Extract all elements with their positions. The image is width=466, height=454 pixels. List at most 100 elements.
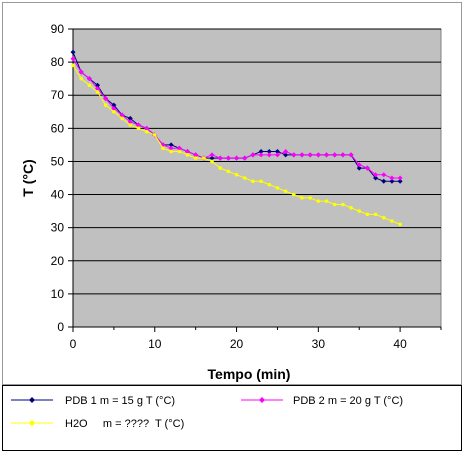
data-point-2-25 — [274, 152, 280, 158]
data-point-2-14 — [184, 149, 190, 155]
legend-label-1: PDB 1 m = 15 g T (°C) — [65, 395, 175, 407]
data-point-3-7 — [128, 123, 133, 127]
data-point-3-35 — [357, 209, 362, 213]
data-point-2-28 — [299, 152, 305, 158]
data-point-3-40 — [398, 222, 402, 227]
data-point-3-37 — [373, 212, 378, 217]
data-point-2-23 — [258, 152, 264, 158]
y-tick-label-70: 70 — [51, 88, 65, 102]
data-point-2-31 — [324, 152, 330, 158]
data-point-3-28 — [300, 196, 304, 200]
data-point-3-17 — [210, 159, 214, 164]
data-point-1-17 — [209, 155, 215, 161]
data-point-2-9 — [144, 125, 150, 131]
data-point-3-16 — [202, 156, 206, 160]
data-point-2-33 — [340, 152, 346, 158]
data-point-3-26 — [283, 189, 288, 194]
data-point-2-13 — [176, 145, 182, 151]
series-2 — [70, 56, 403, 181]
data-point-2-38 — [381, 172, 387, 178]
data-point-2-19 — [225, 155, 231, 161]
data-point-3-24 — [267, 182, 272, 187]
data-point-3-15 — [193, 156, 198, 160]
data-point-3-31 — [324, 199, 329, 203]
data-point-3-5 — [112, 109, 116, 114]
legend-marker-2 — [259, 397, 265, 403]
data-point-1-26 — [283, 152, 289, 158]
data-point-2-8 — [135, 122, 141, 128]
data-point-3-8 — [136, 126, 141, 131]
data-point-1-35 — [356, 165, 362, 171]
data-point-2-7 — [127, 119, 133, 125]
data-point-3-29 — [308, 196, 312, 200]
data-point-1-0 — [70, 49, 76, 55]
data-point-3-30 — [316, 199, 321, 203]
data-point-3-33 — [341, 202, 345, 207]
legend-entry-1: PDB 1 m = 15 g T (°C) — [11, 395, 175, 407]
data-point-2-26 — [283, 149, 289, 155]
data-point-2-22 — [250, 152, 256, 158]
series-3 — [71, 63, 402, 227]
y-tick-label-20: 20 — [51, 254, 65, 268]
data-point-3-27 — [292, 192, 296, 197]
data-point-3-9 — [144, 129, 149, 134]
data-point-2-32 — [332, 152, 338, 158]
data-point-3-19 — [226, 169, 231, 174]
data-point-2-1 — [78, 69, 84, 75]
y-tick-label-40: 40 — [51, 188, 65, 202]
y-tick-label-80: 80 — [51, 55, 65, 69]
y-tick-label-60: 60 — [51, 121, 65, 135]
data-point-3-25 — [275, 186, 280, 190]
data-point-2-6 — [119, 112, 125, 118]
y-tick-label-90: 90 — [51, 22, 65, 36]
legend-marker-1 — [29, 397, 35, 403]
data-point-2-17 — [209, 152, 215, 158]
data-point-3-32 — [332, 202, 337, 207]
axes — [72, 29, 441, 328]
legend-marker-3 — [29, 420, 35, 426]
line-chart: 0 10 20 30 40 50 60 70 80 90 0 10 20 30 40 T (°C) Tem… — [20, 22, 442, 382]
legend-entry-3: H2O m = ???? T (°C) — [11, 418, 184, 430]
data-point-2-39 — [389, 175, 395, 181]
gridlines — [73, 28, 441, 295]
legend-entry-2: PDB 2 m = 20 g T (°C) — [241, 395, 403, 407]
chart-frame: 0 10 20 30 40 50 60 70 80 90 0 10 20 30 40 T (°C) Tem… — [2, 2, 462, 385]
data-point-3-10 — [152, 133, 157, 137]
data-point-1-25 — [274, 149, 280, 155]
x-tick-label-30: 30 — [312, 337, 326, 351]
data-point-3-2 — [87, 83, 92, 88]
y-tick-label-30: 30 — [51, 221, 65, 235]
data-point-2-5 — [111, 105, 117, 111]
data-point-2-27 — [291, 152, 297, 158]
data-point-3-20 — [234, 172, 239, 177]
legend-label-3: H2O m = ???? T (°C) — [65, 418, 184, 430]
data-point-2-37 — [373, 172, 379, 178]
legend-canvas: PDB 1 m = 15 g T (°C) PDB 2 m = 20 g T (… — [11, 395, 403, 430]
data-point-1-23 — [258, 149, 264, 155]
data-point-3-4 — [103, 103, 108, 107]
data-point-2-24 — [266, 152, 272, 158]
data-point-2-3 — [95, 86, 101, 92]
x-tick-label-0: 0 — [70, 337, 77, 351]
x-axis-title: Tempo (min) — [208, 366, 291, 382]
data-point-3-36 — [365, 212, 370, 217]
data-point-3-18 — [218, 166, 222, 170]
data-point-2-2 — [86, 76, 92, 82]
plot-area — [72, 28, 442, 328]
data-point-2-35 — [356, 162, 362, 168]
data-point-3-11 — [161, 146, 165, 150]
x-tick-label-20: 20 — [230, 337, 244, 351]
data-point-3-0 — [71, 63, 75, 68]
x-tick-label-40: 40 — [393, 337, 407, 351]
data-point-2-30 — [315, 152, 321, 158]
data-point-3-6 — [120, 116, 124, 121]
data-point-1-39 — [389, 178, 395, 184]
data-point-3-22 — [251, 179, 255, 184]
data-point-2-18 — [217, 155, 223, 161]
data-point-3-34 — [349, 206, 353, 210]
data-point-2-29 — [307, 152, 313, 158]
data-point-2-15 — [193, 152, 199, 158]
y-axis-title: T (°C) — [20, 159, 36, 196]
data-point-2-12 — [168, 145, 174, 151]
data-point-3-12 — [169, 149, 173, 154]
